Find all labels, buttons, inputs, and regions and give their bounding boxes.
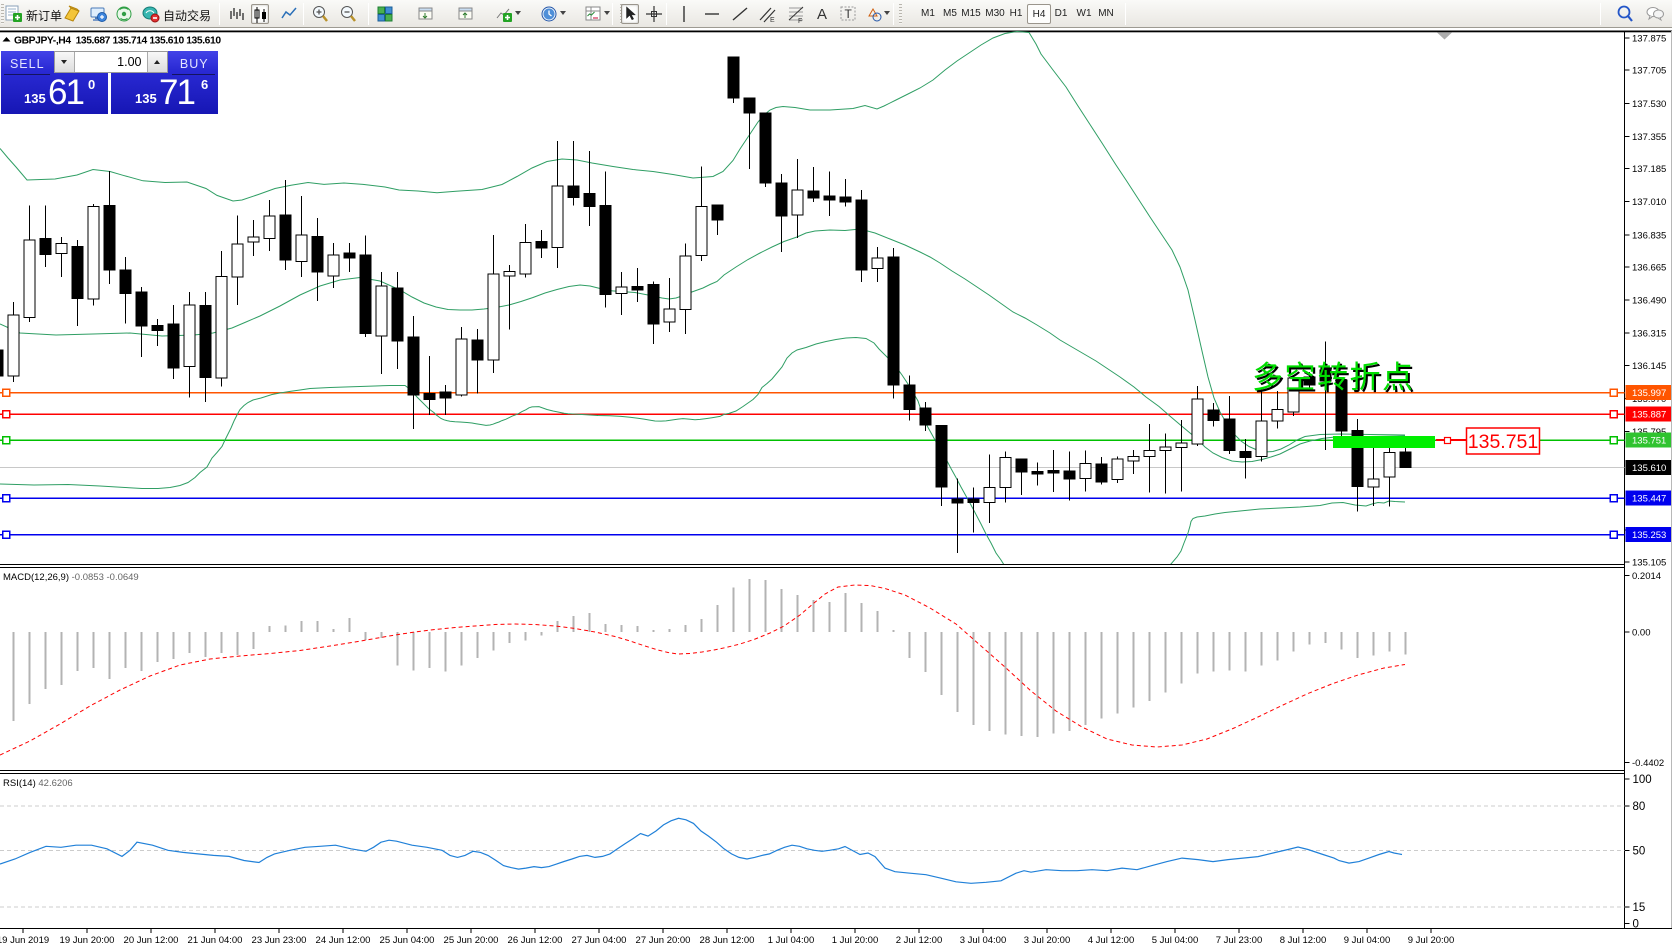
svg-text:7 Jul 23:00: 7 Jul 23:00 <box>1216 935 1262 946</box>
svg-text:135.751: 135.751 <box>1632 436 1666 447</box>
svg-text:GBPJPY-,H4 135.687 135.714 13: GBPJPY-,H4 135.687 135.714 135.610 135.6… <box>14 36 221 47</box>
svg-text:多空转折点: 多空转折点 <box>1254 362 1417 397</box>
svg-text:9 Jul 20:00: 9 Jul 20:00 <box>1408 935 1454 946</box>
svg-text:23 Jun 23:00: 23 Jun 23:00 <box>252 935 307 946</box>
svg-text:15: 15 <box>1633 902 1646 914</box>
svg-text:4 Jul 12:00: 4 Jul 12:00 <box>1088 935 1134 946</box>
svg-text:1 Jul 04:00: 1 Jul 04:00 <box>768 935 814 946</box>
svg-text:137.705: 137.705 <box>1632 66 1666 77</box>
svg-text:137.010: 137.010 <box>1632 197 1666 208</box>
svg-text:0: 0 <box>1633 919 1639 931</box>
svg-text:多空转折点: 多空转折点 <box>1252 360 1415 395</box>
svg-text:136.665: 136.665 <box>1632 263 1666 274</box>
svg-text:T: T <box>845 7 853 21</box>
svg-text:80: 80 <box>1633 801 1646 813</box>
svg-text:3 Jul 04:00: 3 Jul 04:00 <box>960 935 1006 946</box>
svg-text:137.875: 137.875 <box>1632 34 1666 45</box>
svg-text:136.145: 136.145 <box>1632 361 1666 372</box>
svg-text:MACD(12,26,9) -0.0853 -0.0649: MACD(12,26,9) -0.0853 -0.0649 <box>3 572 139 583</box>
svg-text:135.610: 135.610 <box>1632 463 1666 474</box>
svg-text:25 Jun 04:00: 25 Jun 04:00 <box>380 935 435 946</box>
svg-text:3 Jul 20:00: 3 Jul 20:00 <box>1024 935 1070 946</box>
svg-text:137.185: 137.185 <box>1632 164 1666 175</box>
svg-text:137.355: 137.355 <box>1632 132 1666 143</box>
svg-text:25 Jun 20:00: 25 Jun 20:00 <box>444 935 499 946</box>
svg-text:27 Jun 04:00: 27 Jun 04:00 <box>572 935 627 946</box>
svg-text:0.2014: 0.2014 <box>1632 571 1661 582</box>
svg-text:136.315: 136.315 <box>1632 329 1666 340</box>
svg-text:100: 100 <box>1633 774 1652 786</box>
svg-text:E: E <box>770 17 775 24</box>
svg-text:9 Jul 04:00: 9 Jul 04:00 <box>1344 935 1390 946</box>
svg-text:28 Jun 12:00: 28 Jun 12:00 <box>700 935 755 946</box>
svg-text:1 Jul 20:00: 1 Jul 20:00 <box>832 935 878 946</box>
svg-text:135.887: 135.887 <box>1632 410 1666 421</box>
svg-text:50: 50 <box>1633 846 1646 858</box>
svg-text:0.00: 0.00 <box>1632 628 1651 639</box>
svg-text:RSI(14) 42.6206: RSI(14) 42.6206 <box>3 778 73 789</box>
svg-text:-0.4402: -0.4402 <box>1632 758 1664 769</box>
svg-text:21 Jun 04:00: 21 Jun 04:00 <box>188 935 243 946</box>
svg-text:136.490: 136.490 <box>1632 296 1666 307</box>
svg-text:135.105: 135.105 <box>1632 558 1666 569</box>
svg-text:135.447: 135.447 <box>1632 494 1666 505</box>
svg-text:26 Jun 12:00: 26 Jun 12:00 <box>508 935 563 946</box>
svg-text:A: A <box>817 6 827 23</box>
svg-text:27 Jun 20:00: 27 Jun 20:00 <box>636 935 691 946</box>
svg-text:135.751: 135.751 <box>1468 431 1539 453</box>
svg-text:20 Jun 12:00: 20 Jun 12:00 <box>124 935 179 946</box>
svg-text:5 Jul 04:00: 5 Jul 04:00 <box>1152 935 1198 946</box>
svg-text:8 Jul 12:00: 8 Jul 12:00 <box>1280 935 1326 946</box>
svg-text:24 Jun 12:00: 24 Jun 12:00 <box>316 935 371 946</box>
svg-text:19 Jun 20:00: 19 Jun 20:00 <box>60 935 115 946</box>
svg-text:136.835: 136.835 <box>1632 230 1666 241</box>
svg-text:F: F <box>798 18 802 24</box>
svg-text:135.997: 135.997 <box>1632 388 1666 399</box>
svg-text:135.253: 135.253 <box>1632 530 1666 541</box>
svg-text:137.530: 137.530 <box>1632 99 1666 110</box>
svg-text:2 Jul 12:00: 2 Jul 12:00 <box>896 935 942 946</box>
svg-text:19 Jun 2019: 19 Jun 2019 <box>0 935 49 946</box>
